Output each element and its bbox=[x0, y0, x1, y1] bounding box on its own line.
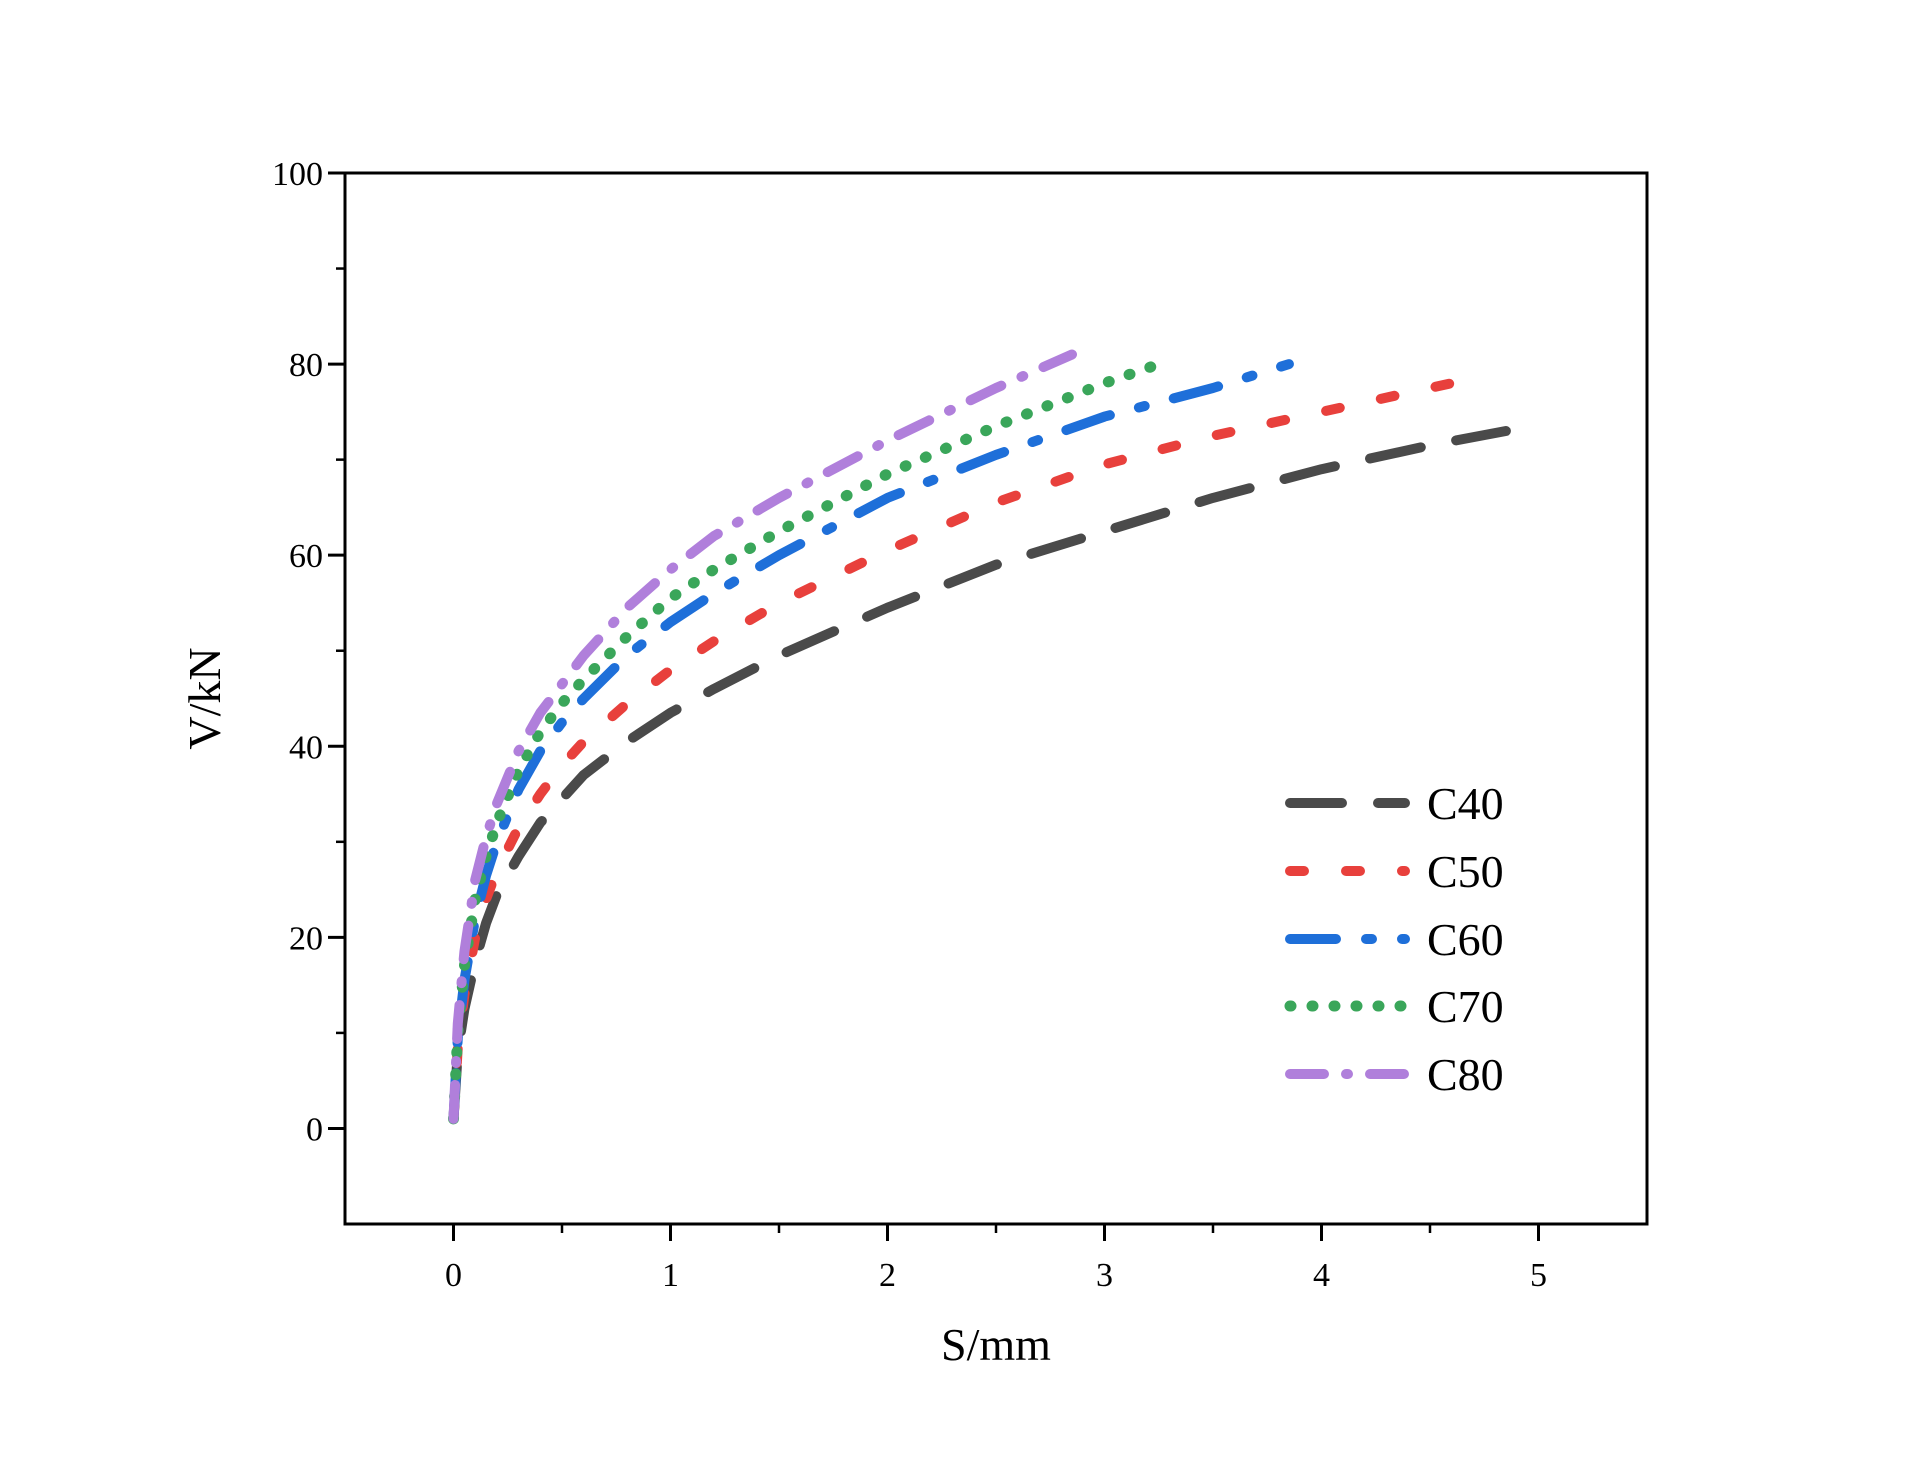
legend-label-c60: C60 bbox=[1427, 914, 1504, 965]
series-line-c50 bbox=[448, 378, 1457, 1124]
axis-ticks bbox=[328, 171, 1540, 1241]
x-tick-label: 0 bbox=[445, 1257, 462, 1294]
y-tick-label: 0 bbox=[306, 1111, 323, 1148]
legend-label-c70: C70 bbox=[1427, 981, 1504, 1032]
legend-label-c80: C80 bbox=[1427, 1049, 1504, 1100]
legend: C40 C50 C60 C70 C80 bbox=[1284, 778, 1504, 1100]
series-lines bbox=[448, 349, 1511, 1125]
series-line-c80 bbox=[448, 349, 1077, 1124]
x-tick-label: 3 bbox=[1096, 1257, 1113, 1294]
y-axis-title: V/kN bbox=[179, 647, 230, 749]
x-axis-title: S/mm bbox=[941, 1319, 1051, 1370]
y-tick-label: 80 bbox=[289, 347, 323, 384]
legend-label-c50: C50 bbox=[1427, 846, 1504, 897]
x-tick-label: 5 bbox=[1530, 1257, 1547, 1294]
series-line-c60 bbox=[448, 359, 1294, 1124]
x-tick-label: 2 bbox=[879, 1257, 896, 1294]
plot-frame bbox=[343, 171, 1649, 1226]
y-tick-label: 100 bbox=[272, 156, 323, 193]
x-tick-label: 4 bbox=[1313, 1257, 1330, 1294]
tick-labels: 0 1 2 3 4 5 0 20 40 60 80 100 bbox=[272, 156, 1547, 1294]
y-tick-label: 20 bbox=[289, 920, 323, 957]
y-tick-label: 60 bbox=[289, 538, 323, 575]
y-tick-label: 40 bbox=[289, 729, 323, 766]
series-line-c70 bbox=[448, 358, 1165, 1125]
x-tick-label: 1 bbox=[662, 1257, 679, 1294]
series-line-c40 bbox=[448, 426, 1511, 1124]
legend-label-c40: C40 bbox=[1427, 778, 1504, 829]
